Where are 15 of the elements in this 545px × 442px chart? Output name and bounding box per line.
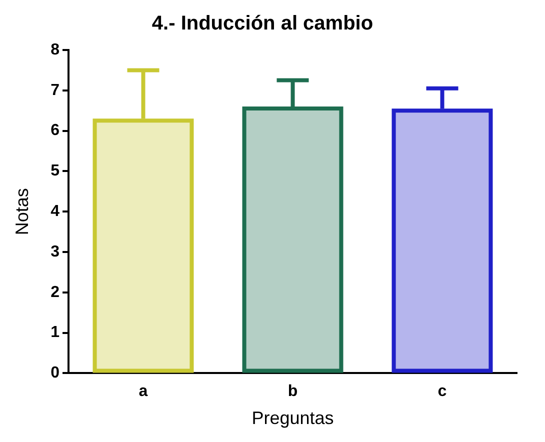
y-axis-title: Notas bbox=[12, 188, 32, 236]
x-tick-label: b bbox=[288, 383, 298, 400]
y-tick-label: 7 bbox=[50, 82, 60, 99]
y-tick-label: 1 bbox=[50, 324, 60, 342]
y-tick-label: 0 bbox=[50, 364, 60, 382]
y-tick-label: 6 bbox=[50, 122, 60, 140]
x-tick-label: a bbox=[138, 383, 148, 400]
y-tick-label: 3 bbox=[50, 243, 60, 260]
x-axis-title: Preguntas bbox=[252, 408, 334, 428]
x-tick-label: c bbox=[438, 383, 447, 400]
y-tick-label: 8 bbox=[50, 41, 60, 58]
y-tick-label: 4 bbox=[50, 203, 60, 220]
y-tick-label: 5 bbox=[50, 162, 60, 180]
chart-title: 4.- Inducción al cambio bbox=[152, 12, 374, 35]
y-tick-label: 2 bbox=[50, 284, 60, 301]
